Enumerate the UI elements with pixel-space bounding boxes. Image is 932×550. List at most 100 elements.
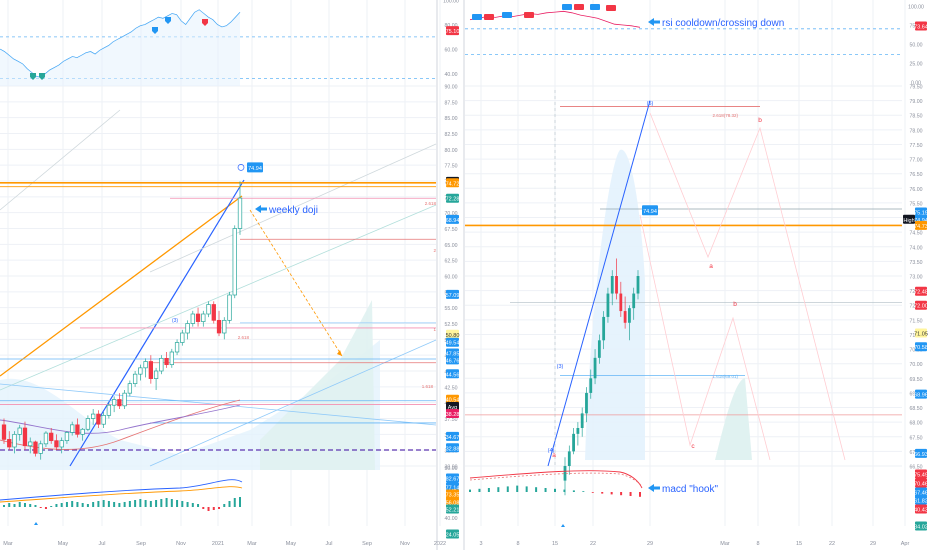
- signal-marker: [152, 27, 158, 34]
- candle: [211, 304, 216, 321]
- wave-label: (3): [172, 318, 178, 324]
- price-tag-38-28: 38.28: [446, 412, 460, 418]
- candle: [632, 293, 636, 309]
- x-tick-label: Nov: [400, 541, 410, 547]
- candle: [75, 424, 80, 435]
- elliott-projection-line: [639, 214, 771, 461]
- x-tick-label: Jul: [325, 541, 332, 547]
- price-tag-right: 72.00: [914, 304, 928, 310]
- macd-bar: [97, 501, 100, 507]
- y-tick-label: 69.50: [910, 377, 923, 383]
- macd-bar: [601, 492, 604, 494]
- y-tick-label: 80.00: [445, 148, 458, 154]
- y-tick-label: 71.50: [910, 318, 923, 324]
- macd-bar: [228, 501, 231, 507]
- macd-bar: [123, 502, 126, 507]
- macd-price-tag: 82.67: [446, 477, 460, 483]
- price-tag-right: 66.93: [914, 452, 928, 458]
- price-tag-right-bg: [915, 286, 927, 296]
- macd-bar: [18, 502, 21, 507]
- macd-price-tag-bg: [446, 504, 459, 514]
- price-tag-74-72: 74.72: [446, 181, 460, 187]
- rsi-tick-label: 80.00: [445, 23, 458, 29]
- y-tick-label: 30.00: [445, 465, 458, 471]
- macd-bar: [29, 504, 32, 507]
- macd-bar: [212, 507, 215, 510]
- ichimoku-cloud: [585, 149, 645, 460]
- y-tick-label: 78.50: [910, 114, 923, 120]
- price-tag-right-bg: [903, 214, 915, 224]
- wave-label: a: [552, 452, 556, 459]
- macd-price-tag: 24.05: [446, 533, 460, 539]
- price-tag-68-94-bg: [446, 214, 459, 224]
- x-tick-label: 8: [756, 541, 759, 547]
- macd-bar: [128, 501, 131, 507]
- macd-bar: [134, 500, 137, 507]
- macd-price-tag: 34.02: [914, 525, 928, 531]
- signal-badge: [472, 14, 482, 20]
- price-tag-46-76-bg: [446, 355, 459, 365]
- candle: [91, 413, 96, 419]
- macd-bar: [223, 504, 226, 507]
- price-tag-34-67: 34.67: [446, 435, 460, 441]
- candle: [96, 413, 101, 425]
- macd-line: [0, 479, 243, 501]
- signal-marker: [202, 19, 208, 26]
- candle: [38, 443, 43, 454]
- macd-price-tag-bg: [915, 495, 927, 505]
- candle: [180, 332, 185, 343]
- x-tick-label: Mar: [247, 541, 257, 547]
- y-tick-label: 90.00: [445, 85, 458, 91]
- price-tag-44-56: 44.56: [446, 372, 460, 378]
- macd-bar: [50, 506, 53, 507]
- rsi-note-text: rsi cooldown/crossing down: [662, 18, 784, 29]
- y-tick-label: 67.50: [445, 227, 458, 233]
- candle: [606, 293, 610, 317]
- x-tick-label: 15: [552, 541, 558, 547]
- wave-label: b: [733, 301, 737, 308]
- fib-level-label: 1: [433, 327, 436, 332]
- macd-bar: [170, 499, 173, 507]
- y-tick-label: 73.00: [910, 275, 923, 281]
- x-tick-label: 15: [796, 541, 802, 547]
- candle: [190, 313, 195, 324]
- macd-bar: [55, 504, 58, 507]
- price-tag-right: High: [903, 218, 914, 224]
- macd-bar: [629, 492, 632, 496]
- macd-bar: [535, 487, 538, 492]
- candle: [206, 304, 211, 315]
- callout-value: 74.94: [643, 209, 657, 215]
- macd-bar: [102, 500, 105, 507]
- macd-price-tag-bg: [446, 497, 459, 507]
- macd-price-tag-bg: [446, 482, 459, 492]
- rsi-price-tag-bg: [915, 21, 927, 31]
- arrow-left-icon: [255, 205, 267, 213]
- candle: [602, 316, 606, 341]
- candle: [64, 432, 70, 442]
- price-tag-57-09: 57.09: [446, 293, 460, 299]
- candle: [101, 414, 106, 425]
- macd-bar: [39, 507, 42, 508]
- macd-bar: [487, 488, 490, 492]
- macd-bar: [86, 504, 89, 507]
- price-tag-32-88-bg: [446, 443, 459, 453]
- macd-bar: [3, 505, 5, 507]
- candle: [201, 313, 206, 322]
- y-tick-label: 77.50: [910, 143, 923, 149]
- price-tag-right-bg: [915, 220, 927, 230]
- macd-bar: [44, 507, 47, 509]
- candle: [576, 428, 580, 434]
- callout-value: 74.94: [248, 166, 262, 172]
- candle: [580, 413, 584, 428]
- macd-price-tag: 75.49: [914, 473, 928, 479]
- rsi-note-annotation: rsi cooldown/crossing down: [648, 18, 784, 29]
- price-tag-right: 72.48: [914, 290, 928, 296]
- price-tag-avg-bg: [446, 401, 459, 411]
- price-tag-right: 68.96: [914, 393, 928, 399]
- x-tick-label: 2021: [212, 541, 224, 547]
- candle: [610, 276, 614, 294]
- channel-line: [149, 143, 437, 273]
- y-tick-label: 87.50: [445, 100, 458, 106]
- signal-marker: [165, 17, 171, 24]
